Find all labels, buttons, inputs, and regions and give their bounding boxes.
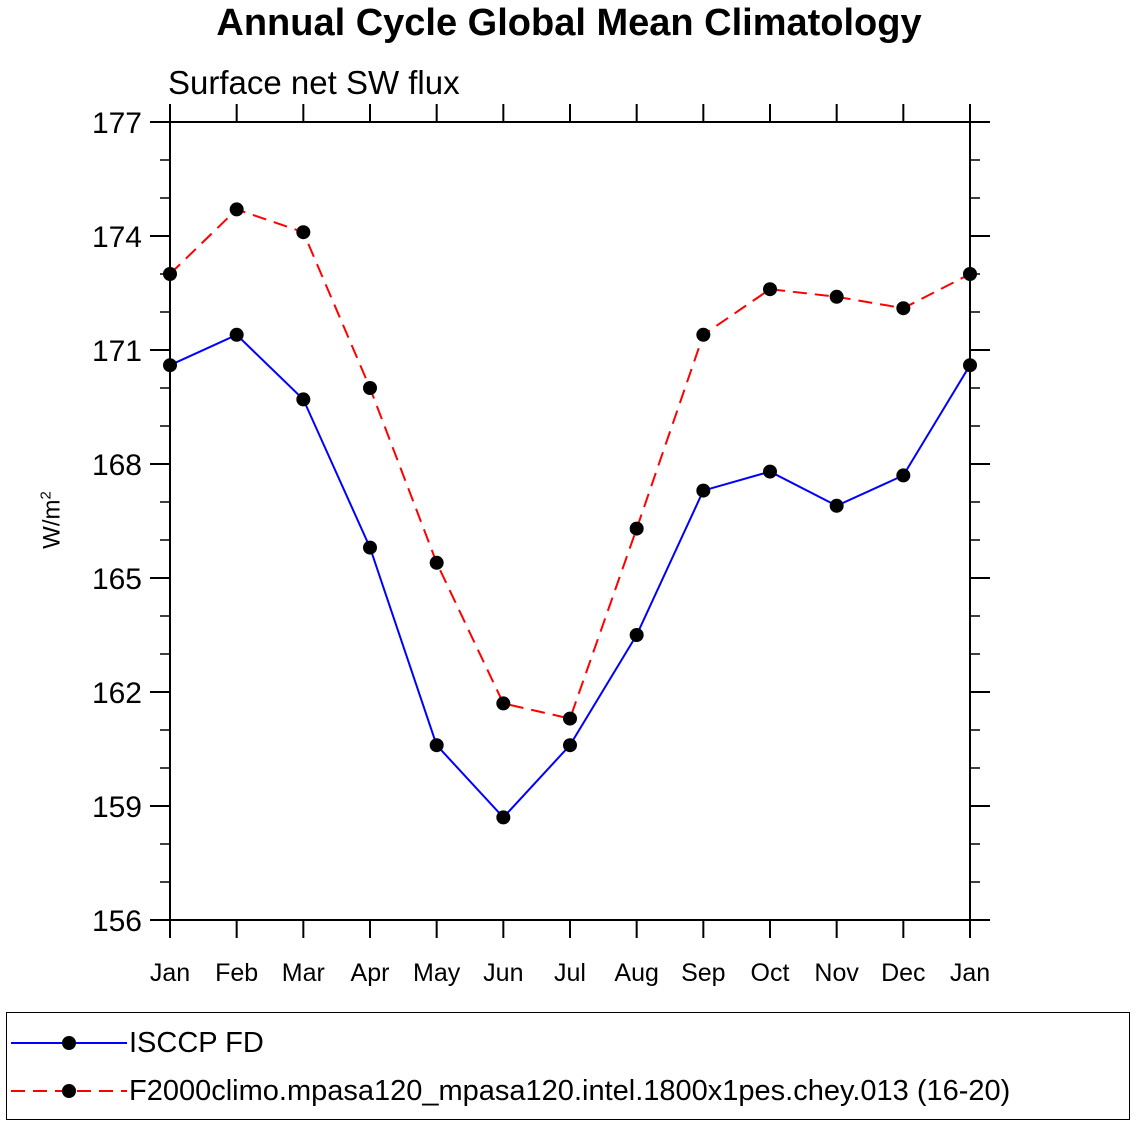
data-point-series-0 — [829, 498, 844, 513]
data-point-series-0 — [229, 327, 244, 342]
data-point-series-1 — [229, 202, 244, 217]
legend-line-solid-icon — [11, 1036, 127, 1050]
y-tick-label: 165 — [92, 563, 142, 596]
x-tick-label: Jul — [554, 959, 586, 987]
legend: ISCCP FD F2000climo.mpasa120_mpasa120.in… — [6, 1012, 1130, 1120]
data-point-series-0 — [363, 540, 377, 555]
x-tick-label: Nov — [814, 959, 859, 987]
x-tick-label: Oct — [751, 959, 790, 987]
data-point-series-0 — [563, 738, 577, 753]
data-point-series-0 — [163, 358, 177, 373]
data-point-series-1 — [763, 282, 777, 297]
data-point-series-1 — [696, 327, 711, 342]
y-tick-label: 162 — [92, 677, 142, 710]
data-point-series-0 — [696, 483, 711, 498]
data-point-series-1 — [963, 267, 977, 281]
data-point-series-1 — [629, 521, 644, 536]
data-point-series-1 — [296, 225, 311, 240]
legend-label: F2000climo.mpasa120_mpasa120.intel.1800x… — [129, 1074, 1011, 1107]
plot-frame — [169, 121, 971, 921]
data-point-series-0 — [763, 464, 777, 479]
x-tick-label: Feb — [215, 959, 258, 987]
plot-area: 156 159 162 165 168 171 174 177 Jan Feb Mar Apr May J… — [92, 104, 990, 987]
x-tick-label: Jan — [150, 959, 190, 987]
x-tick-label: Mar — [282, 959, 325, 987]
data-point-series-0 — [496, 810, 511, 825]
x-tick-label: Jan — [950, 959, 990, 987]
data-point-series-1 — [563, 711, 577, 726]
x-tick-label: Jun — [483, 959, 523, 987]
legend-entry-isccp: ISCCP FD — [7, 1021, 264, 1065]
y-tick-label: 177 — [92, 107, 142, 140]
y-tick-label: 174 — [92, 221, 142, 254]
data-point-series-1 — [496, 696, 511, 711]
data-point-series-0 — [629, 628, 644, 642]
y-tick-label: 159 — [92, 791, 142, 824]
legend-line-dashed-icon — [11, 1084, 127, 1098]
x-tick-label: Aug — [614, 959, 658, 987]
y-tick-label: 171 — [92, 335, 142, 368]
series-line-1 — [169, 208, 971, 720]
data-point-series-0 — [896, 468, 911, 483]
data-point-series-1 — [829, 289, 844, 304]
chart-title: Annual Cycle Global Mean Climatology — [216, 2, 922, 44]
x-tick-label: Dec — [881, 959, 925, 987]
data-point-series-1 — [363, 381, 377, 395]
x-tick-label: May — [413, 959, 461, 987]
data-point-series-1 — [163, 267, 177, 281]
data-point-series-1 — [429, 555, 444, 570]
x-tick-label: Apr — [351, 959, 390, 987]
x-tick-label: Sep — [681, 959, 725, 987]
data-point-series-0 — [296, 392, 311, 407]
legend-label: ISCCP FD — [129, 1026, 264, 1059]
chart-subtitle: Surface net SW flux — [168, 64, 460, 101]
y-tick-label: 156 — [92, 905, 142, 938]
legend-entry-model: F2000climo.mpasa120_mpasa120.intel.1800x… — [7, 1069, 1010, 1113]
y-tick-label: 168 — [92, 449, 142, 482]
data-point-series-0 — [963, 358, 977, 373]
data-point-series-1 — [896, 301, 911, 316]
data-point-series-0 — [429, 738, 444, 753]
